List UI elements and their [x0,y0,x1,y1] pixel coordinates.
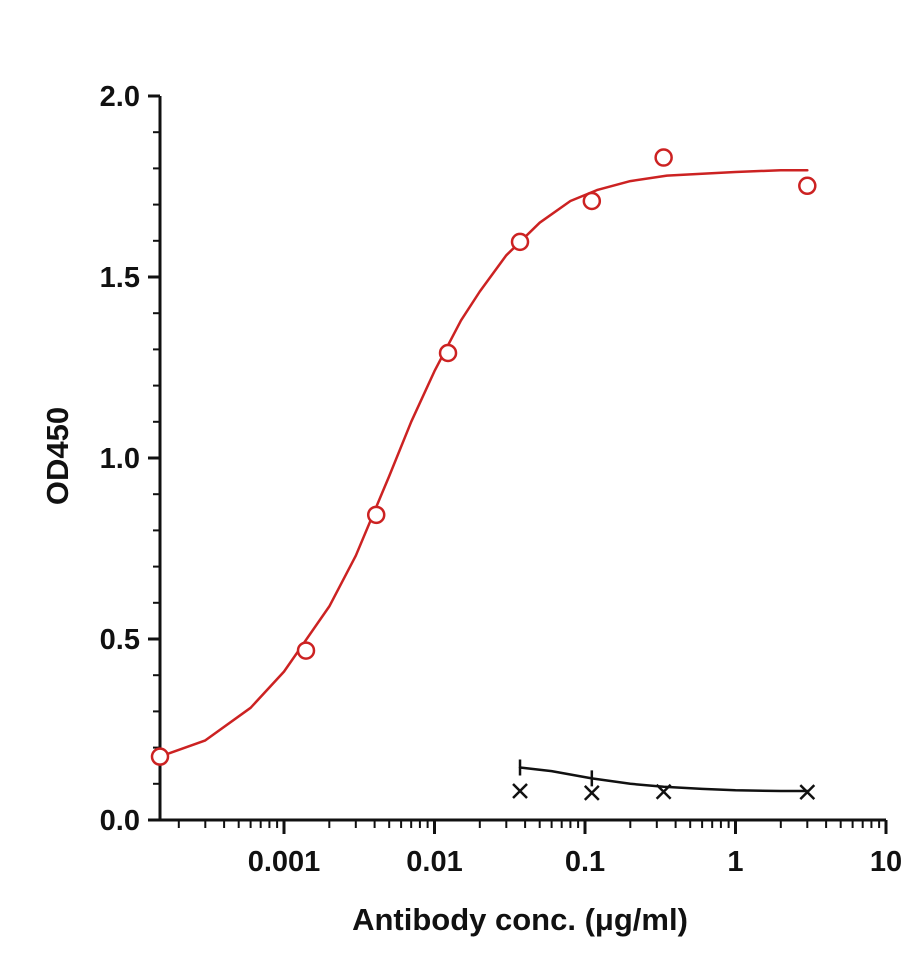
x-tick-label: 10 [870,846,902,878]
series-1 [150,148,817,766]
y-ticks: 0.0 0.5 1.0 1.5 2.0 [100,81,160,837]
y-tick-label: 2.0 [100,81,140,113]
x-ticks: 0.001 0.01 0.1 1 10 [248,820,902,878]
data-point [296,641,316,660]
data-point [655,783,672,800]
data-point [366,505,386,525]
x-tick-label: 0.01 [406,846,462,878]
series-layer [150,148,817,801]
data-point [512,783,528,799]
x-tick-label: 0.1 [565,846,605,878]
data-point [438,343,458,363]
data-point [799,784,816,801]
series-1-fit-curve [158,168,809,758]
data-point [510,232,530,252]
x-tick-label: 0.001 [248,846,321,878]
series-2-fit-curve [518,766,809,793]
data-point [582,191,602,211]
y-tick-label: 1.0 [100,443,140,475]
x-axis-title: Antibody conc. (μg/ml) [352,902,688,937]
y-tick-label: 0.5 [100,624,140,656]
data-point [654,148,673,167]
series-2 [512,759,816,801]
y-tick-label: 0.0 [100,805,140,837]
x-tick-label: 1 [727,846,743,878]
data-point [150,747,170,766]
data-point [583,784,600,801]
data-point [798,176,817,196]
y-tick-label: 1.5 [100,262,140,294]
y-axis-title: OD450 [40,407,75,505]
